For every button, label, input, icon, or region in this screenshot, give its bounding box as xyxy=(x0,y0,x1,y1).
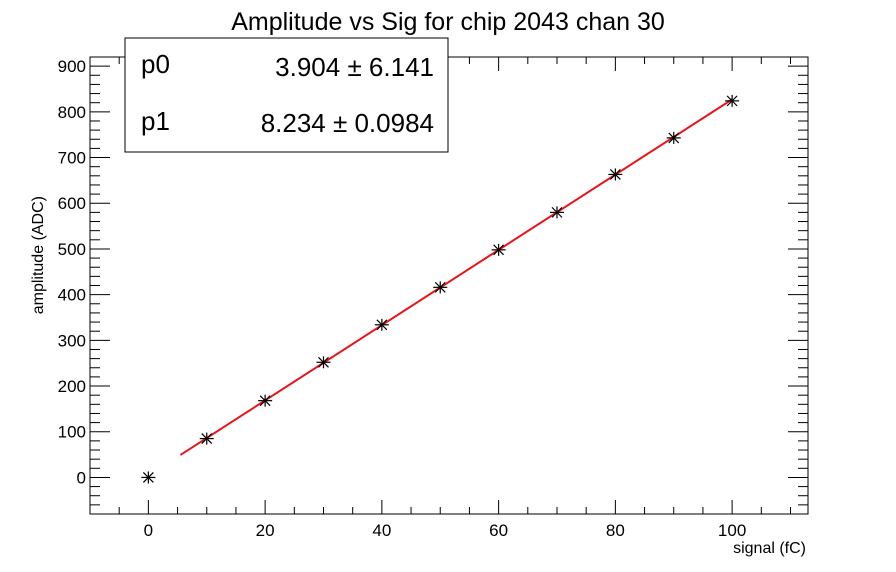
data-point xyxy=(316,356,331,369)
stats-box-frame xyxy=(124,37,449,153)
x-tick-label: 80 xyxy=(606,521,625,540)
y-tick-label: 900 xyxy=(58,57,86,76)
stats-p0-name: p0 xyxy=(141,49,170,79)
stats-p1-value: 8.234 ± 0.0984 xyxy=(261,108,434,138)
y-tick-label: 200 xyxy=(58,377,86,396)
y-tick-label: 500 xyxy=(58,240,86,259)
data-point xyxy=(608,168,623,181)
y-tick-label: 100 xyxy=(58,423,86,442)
x-axis-tick-labels: 0 20 40 60 80 100 xyxy=(144,521,747,540)
stats-box: p0 3.904 ± 6.141 p1 8.234 ± 0.0984 xyxy=(124,37,449,153)
data-point xyxy=(549,206,564,219)
data-points xyxy=(141,94,740,484)
data-point xyxy=(374,318,389,331)
y-tick-label: 300 xyxy=(58,331,86,350)
x-axis-title: signal (fC) xyxy=(733,540,806,557)
data-point xyxy=(199,432,214,445)
y-axis-ticks xyxy=(90,56,808,515)
data-point xyxy=(725,94,740,107)
y-tick-label: 0 xyxy=(77,468,86,487)
y-tick-label: 400 xyxy=(58,286,86,305)
y-tick-label: 600 xyxy=(58,194,86,213)
x-tick-label: 100 xyxy=(718,521,746,540)
data-point xyxy=(258,394,273,407)
stats-p1-name: p1 xyxy=(141,106,170,136)
x-tick-label: 60 xyxy=(489,521,508,540)
y-tick-label: 700 xyxy=(58,149,86,168)
data-point xyxy=(433,281,448,294)
data-point xyxy=(666,131,681,144)
y-axis-title: amplitude (ADC) xyxy=(30,196,47,314)
x-tick-label: 20 xyxy=(256,521,275,540)
chart-title: Amplitude vs Sig for chip 2043 chan 30 xyxy=(231,8,665,36)
x-tick-label: 40 xyxy=(372,521,391,540)
x-tick-label: 0 xyxy=(144,521,153,540)
stats-p0-value: 3.904 ± 6.141 xyxy=(275,52,434,82)
data-point xyxy=(491,243,506,256)
fit-line xyxy=(179,98,733,456)
y-axis-tick-labels: 0 100 200 300 400 500 600 700 800 900 xyxy=(58,57,86,487)
y-tick-label: 800 xyxy=(58,103,86,122)
data-point xyxy=(141,471,156,484)
